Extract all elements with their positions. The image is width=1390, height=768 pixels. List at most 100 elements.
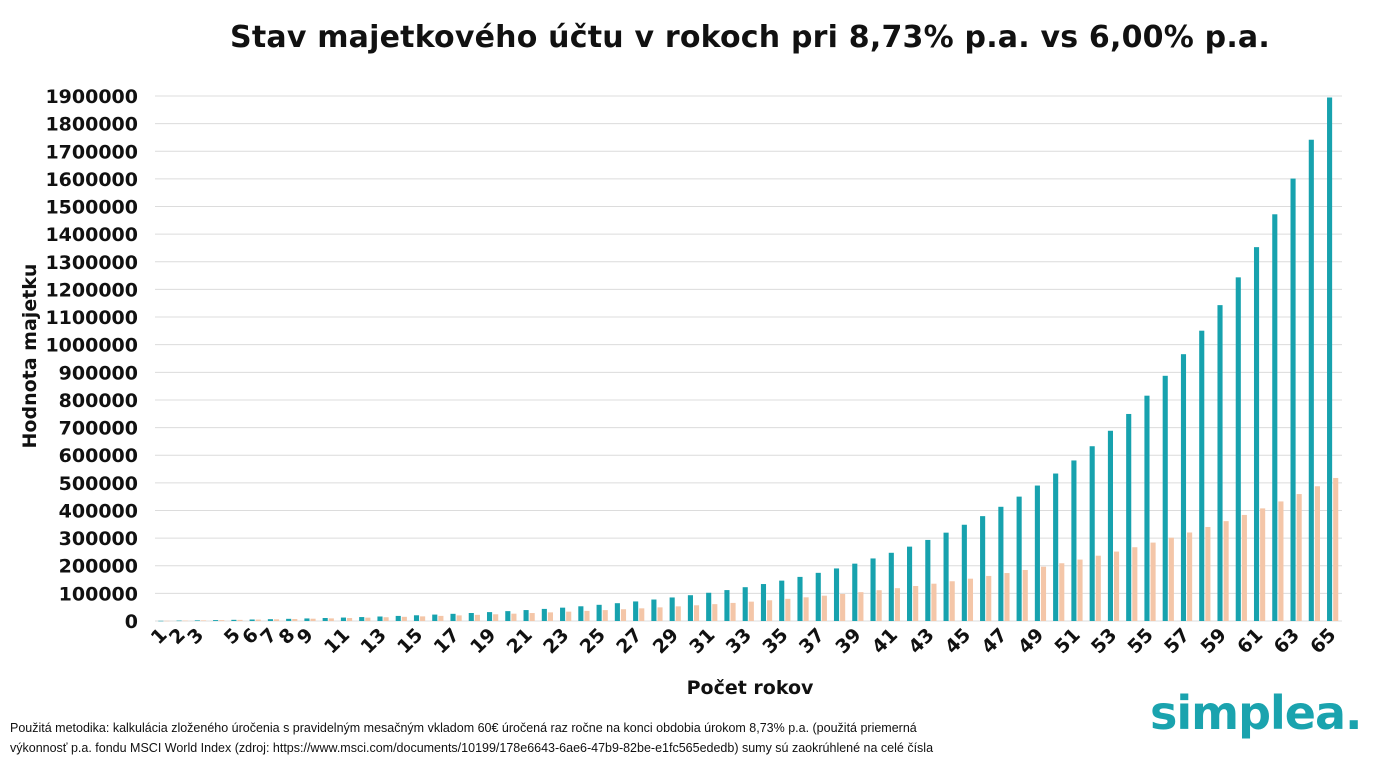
bar-series1-year-45 — [961, 524, 967, 621]
bar-series1-year-8 — [286, 618, 292, 621]
bar-series1-year-37 — [815, 572, 821, 621]
x-tick-label: 61 — [1233, 624, 1267, 658]
y-tick-label: 1700000 — [45, 141, 138, 163]
bar-series2-year-57 — [1187, 532, 1193, 621]
bar-series1-year-1 — [158, 620, 164, 622]
bar-series2-year-12 — [365, 617, 371, 621]
y-tick-label: 1800000 — [45, 114, 138, 136]
bar-series1-year-58 — [1199, 330, 1205, 621]
bar-series2-year-30 — [693, 605, 700, 621]
bar-series2-year-19 — [493, 614, 499, 621]
y-tick-label: 600000 — [59, 445, 138, 467]
bar-series2-year-63 — [1296, 494, 1302, 621]
bar-series1-year-36 — [797, 576, 803, 621]
bar-series1-year-41 — [888, 552, 894, 621]
bar-series1-year-23 — [560, 607, 566, 621]
simplea-logo[interactable]: simplea. — [1150, 686, 1362, 740]
bar-series2-year-22 — [547, 612, 553, 621]
bar-series2-year-16 — [438, 615, 444, 621]
bar-series1-year-51 — [1071, 460, 1077, 621]
footnote-line-2: výkonnosť p.a. fondu MSCI World Index (z… — [10, 741, 934, 755]
bar-series1-year-62 — [1272, 214, 1278, 622]
bar-series2-year-42 — [913, 586, 919, 621]
y-tick-label: 1400000 — [45, 224, 138, 246]
bar-series1-year-59 — [1217, 305, 1223, 621]
bar-series2-year-3 — [200, 620, 207, 621]
x-tick-label: 63 — [1270, 624, 1304, 658]
bar-series2-year-1 — [164, 620, 170, 622]
bar-series1-year-26 — [614, 603, 620, 621]
bar-series1-year-61 — [1253, 247, 1260, 621]
bar-series1-year-39 — [852, 563, 858, 621]
y-tick-label: 0 — [125, 611, 138, 633]
x-tick-label: 17 — [430, 624, 464, 658]
x-tick-label: 49 — [1014, 624, 1048, 658]
bar-series1-year-17 — [450, 613, 456, 621]
x-tick-label: 51 — [1050, 624, 1084, 658]
y-tick-label: 300000 — [59, 528, 138, 550]
bar-series2-year-7 — [273, 619, 280, 621]
bar-series1-year-47 — [998, 506, 1004, 621]
y-axis-label: Hodnota majetku — [19, 263, 41, 449]
bar-series1-year-44 — [943, 532, 949, 621]
bar-series1-year-63 — [1290, 178, 1296, 621]
bar-series1-year-24 — [578, 606, 584, 621]
bar-series1-year-19 — [486, 612, 493, 621]
y-tick-label: 700000 — [59, 418, 138, 440]
bar-series1-year-64 — [1308, 139, 1314, 622]
x-tick-label: 39 — [831, 624, 865, 658]
bar-series1-year-27 — [633, 601, 639, 621]
bar-series2-year-35 — [785, 598, 791, 621]
bar-series1-year-52 — [1089, 446, 1095, 621]
bar-series1-year-15 — [413, 615, 420, 621]
y-tick-label: 400000 — [59, 500, 138, 522]
bar-series1-year-43 — [925, 539, 931, 621]
x-tick-label: 65 — [1306, 624, 1340, 658]
bar-series2-year-45 — [967, 578, 974, 621]
bar-series2-year-62 — [1278, 501, 1284, 621]
bar-series2-year-55 — [1150, 542, 1156, 621]
y-tick-label: 1500000 — [45, 197, 138, 219]
bar-series1-year-16 — [432, 614, 438, 621]
footnote-line-1: Použitá metodika: kalkulácia zloženého ú… — [10, 721, 917, 735]
bar-series1-year-65 — [1327, 97, 1333, 621]
bar-series2-year-4 — [219, 620, 225, 621]
bar-series2-year-29 — [675, 606, 681, 621]
bar-series1-year-21 — [523, 610, 529, 621]
x-axis-label: Počet rokov — [686, 677, 814, 699]
bar-series1-year-25 — [596, 604, 602, 621]
x-tick-label: 53 — [1087, 624, 1121, 658]
y-tick-label: 800000 — [59, 390, 138, 412]
y-tick-label: 1900000 — [45, 86, 138, 108]
bar-series2-year-13 — [383, 617, 389, 621]
bar-series2-year-48 — [1022, 569, 1028, 621]
methodology-footnote: Použitá metodika: kalkulácia zloženého ú… — [10, 718, 1090, 758]
bar-series2-year-43 — [931, 583, 937, 621]
bar-series2-year-58 — [1205, 526, 1211, 621]
x-tick-label: 27 — [612, 624, 646, 658]
bar-series1-year-7 — [267, 619, 273, 621]
bar-series2-year-38 — [840, 593, 846, 621]
x-tick-label: 29 — [649, 624, 683, 658]
bar-series1-year-46 — [980, 516, 986, 621]
bar-series1-year-11 — [340, 617, 347, 621]
bar-series2-year-18 — [474, 614, 480, 621]
bar-series2-year-20 — [511, 613, 517, 621]
bar-series2-year-54 — [1132, 547, 1138, 621]
bar-series2-year-28 — [657, 607, 663, 621]
bar-series1-year-33 — [742, 587, 748, 621]
bar-series2-year-61 — [1260, 508, 1266, 621]
bar-series1-year-50 — [1053, 473, 1059, 621]
bar-series2-year-25 — [602, 610, 608, 621]
bar-series2-year-51 — [1077, 559, 1083, 621]
bar-series1-year-55 — [1144, 395, 1150, 621]
bar-series2-year-47 — [1004, 573, 1010, 621]
bar-series2-year-33 — [748, 601, 754, 621]
y-tick-label: 200000 — [59, 556, 138, 578]
bar-series2-year-44 — [949, 581, 955, 621]
bar-series1-year-31 — [706, 592, 712, 621]
bar-series2-year-56 — [1168, 537, 1174, 621]
bar-series2-year-6 — [255, 619, 261, 621]
bar-series2-year-36 — [803, 597, 809, 621]
